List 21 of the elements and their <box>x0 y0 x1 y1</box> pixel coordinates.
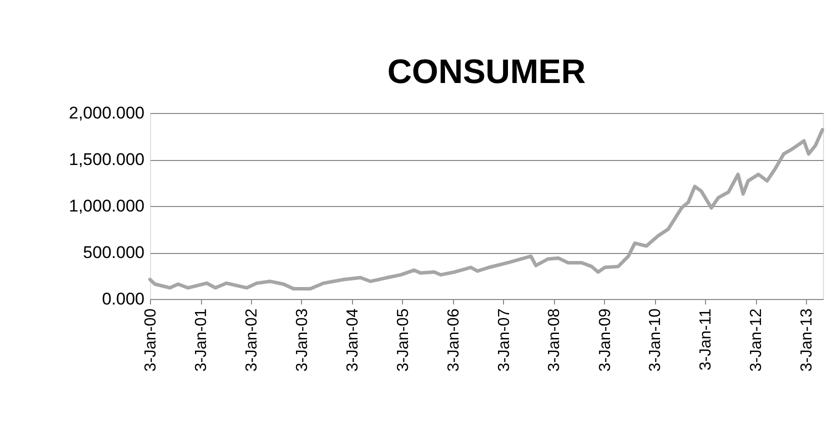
y-tick-label: 1,000.000 <box>68 196 144 216</box>
x-tick-label: 3-Jan-08 <box>546 308 564 372</box>
chart-title: CONSUMER <box>387 53 586 91</box>
x-tick-label: 3-Jan-12 <box>748 308 766 372</box>
x-tick-label: 3-Jan-09 <box>596 308 614 372</box>
y-tick-label: 1,500.000 <box>68 150 144 169</box>
x-tick-label: 3-Jan-03 <box>294 308 311 372</box>
y-tick-label: 500.000 <box>83 243 144 262</box>
x-tick-label: 3-Jan-10 <box>647 308 664 372</box>
line-series <box>148 128 824 291</box>
x-tick-label: 3-Jan-13 <box>798 308 816 372</box>
x-tick-label: 3-Jan-04 <box>344 308 362 372</box>
x-tick-label: 3-Jan-05 <box>394 308 412 372</box>
x-tick-label: 3-Jan-06 <box>445 308 462 372</box>
x-tick-label: 3-Jan-00 <box>142 308 160 372</box>
x-tick-label: 3-Jan-07 <box>496 308 513 372</box>
y-tick-label: 2,000.000 <box>68 104 144 122</box>
x-tick-label: 3-Jan-11 <box>698 308 715 370</box>
x-tick-label: 3-Jan-02 <box>244 308 260 372</box>
x-tick-label: 3-Jan-01 <box>193 308 210 372</box>
y-tick-label: 0.000 <box>102 290 144 308</box>
